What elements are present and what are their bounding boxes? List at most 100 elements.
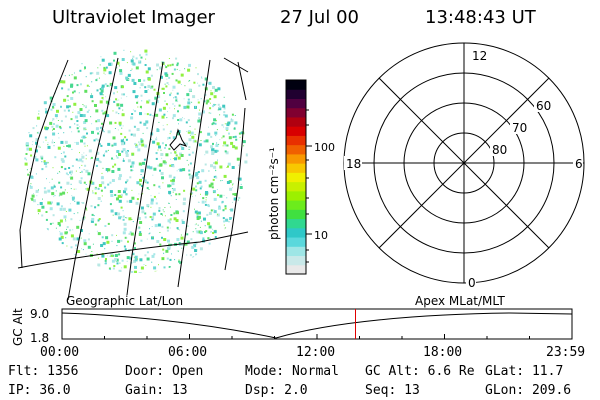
uv-speckle	[82, 202, 85, 204]
uv-speckle	[49, 207, 53, 211]
uv-speckle	[192, 187, 196, 191]
uv-speckle	[171, 178, 175, 182]
uv-speckle	[153, 266, 157, 270]
uv-speckle	[176, 238, 180, 241]
status-dsp-label: Dsp:	[245, 383, 277, 398]
uv-speckle	[191, 192, 194, 195]
uv-speckle	[149, 216, 152, 218]
uv-speckle	[140, 94, 143, 97]
uv-speckle	[224, 150, 227, 153]
uv-speckle	[204, 231, 206, 233]
uv-speckle	[68, 167, 71, 169]
uv-speckle	[152, 237, 154, 238]
uv-speckle	[31, 194, 35, 198]
uv-speckle	[222, 135, 225, 138]
uv-speckle	[187, 68, 191, 72]
uv-speckle	[131, 113, 134, 115]
uv-speckle	[212, 86, 215, 89]
uv-speckle	[81, 154, 83, 156]
uv-speckle	[105, 100, 109, 104]
uv-speckle	[120, 216, 122, 218]
uv-speckle	[101, 195, 103, 197]
uv-speckle	[225, 127, 229, 131]
uv-speckle	[70, 188, 72, 190]
uv-speckle	[228, 136, 232, 140]
uv-speckle	[147, 84, 151, 88]
uv-speckle	[60, 80, 62, 82]
uv-speckle	[230, 119, 234, 123]
uv-speckle	[109, 203, 112, 206]
uv-speckle	[69, 229, 72, 232]
uv-speckle	[171, 188, 173, 189]
status-dsp: Dsp: 2.0	[245, 383, 308, 398]
uv-speckle	[160, 149, 162, 151]
status-gain-value: 13	[171, 383, 188, 398]
uv-speckle	[213, 209, 215, 210]
uv-speckle	[51, 201, 53, 204]
uv-speckle	[116, 91, 118, 93]
uv-speckle	[231, 166, 235, 169]
uv-speckle	[79, 219, 81, 221]
uv-speckle	[172, 103, 174, 105]
uv-speckle	[161, 61, 163, 63]
uv-speckle	[86, 84, 89, 87]
uv-speckle	[195, 106, 196, 108]
uv-speckle	[191, 196, 193, 197]
uv-speckle	[79, 114, 83, 117]
uv-speckle	[224, 205, 227, 208]
timeline-left-title: Geographic Lat/Lon	[66, 294, 183, 308]
uv-speckle	[176, 211, 179, 215]
grid-meridian	[19, 59, 69, 269]
uv-speckle	[216, 189, 218, 190]
uv-speckle	[158, 264, 159, 266]
uv-speckle	[196, 230, 200, 234]
uv-speckle	[123, 265, 127, 269]
colorbar-swatch	[286, 237, 306, 247]
uv-speckle	[170, 158, 172, 160]
uv-speckle	[161, 87, 164, 90]
uv-speckle	[89, 72, 92, 75]
uv-speckle	[67, 99, 69, 101]
uv-speckle	[131, 262, 133, 264]
uv-speckle	[175, 57, 178, 60]
uv-speckle	[161, 176, 164, 180]
uv-speckle	[178, 259, 180, 261]
uv-speckle	[239, 136, 241, 138]
uv-speckle	[133, 125, 136, 128]
uv-speckle	[144, 64, 147, 66]
uv-speckle	[129, 176, 132, 179]
uv-speckle	[58, 83, 60, 85]
uv-speckle	[214, 122, 217, 125]
uv-speckle	[72, 237, 76, 241]
uv-speckle	[183, 105, 187, 109]
uv-speckle	[138, 233, 142, 236]
uv-speckle	[170, 214, 173, 216]
uv-speckle	[131, 218, 133, 220]
uv-speckle	[161, 225, 164, 228]
uv-speckle	[172, 165, 175, 168]
uv-speckle	[137, 227, 140, 230]
uv-speckle	[245, 153, 248, 157]
uv-speckle	[193, 244, 197, 248]
uv-speckle	[125, 150, 129, 154]
geographic-grid	[17, 57, 249, 301]
status-mode: Mode: Normal	[245, 364, 339, 379]
uv-speckle	[180, 84, 182, 85]
uv-speckle	[150, 206, 152, 208]
colorbar-swatch	[286, 181, 306, 192]
uv-speckle	[150, 195, 152, 197]
uv-speckle	[157, 149, 159, 151]
uv-speckle	[77, 111, 81, 115]
uv-speckle	[64, 75, 66, 77]
uv-speckle	[140, 83, 144, 87]
uv-speckle	[134, 258, 138, 262]
uv-speckle	[195, 185, 197, 188]
uv-speckle	[49, 222, 52, 225]
uv-speckle	[72, 229, 74, 231]
uv-speckle	[109, 121, 113, 125]
uv-speckle	[157, 95, 161, 99]
uv-speckle	[56, 117, 58, 119]
uv-speckle	[203, 217, 206, 221]
uv-speckle	[130, 116, 134, 120]
uv-speckle	[118, 177, 122, 181]
